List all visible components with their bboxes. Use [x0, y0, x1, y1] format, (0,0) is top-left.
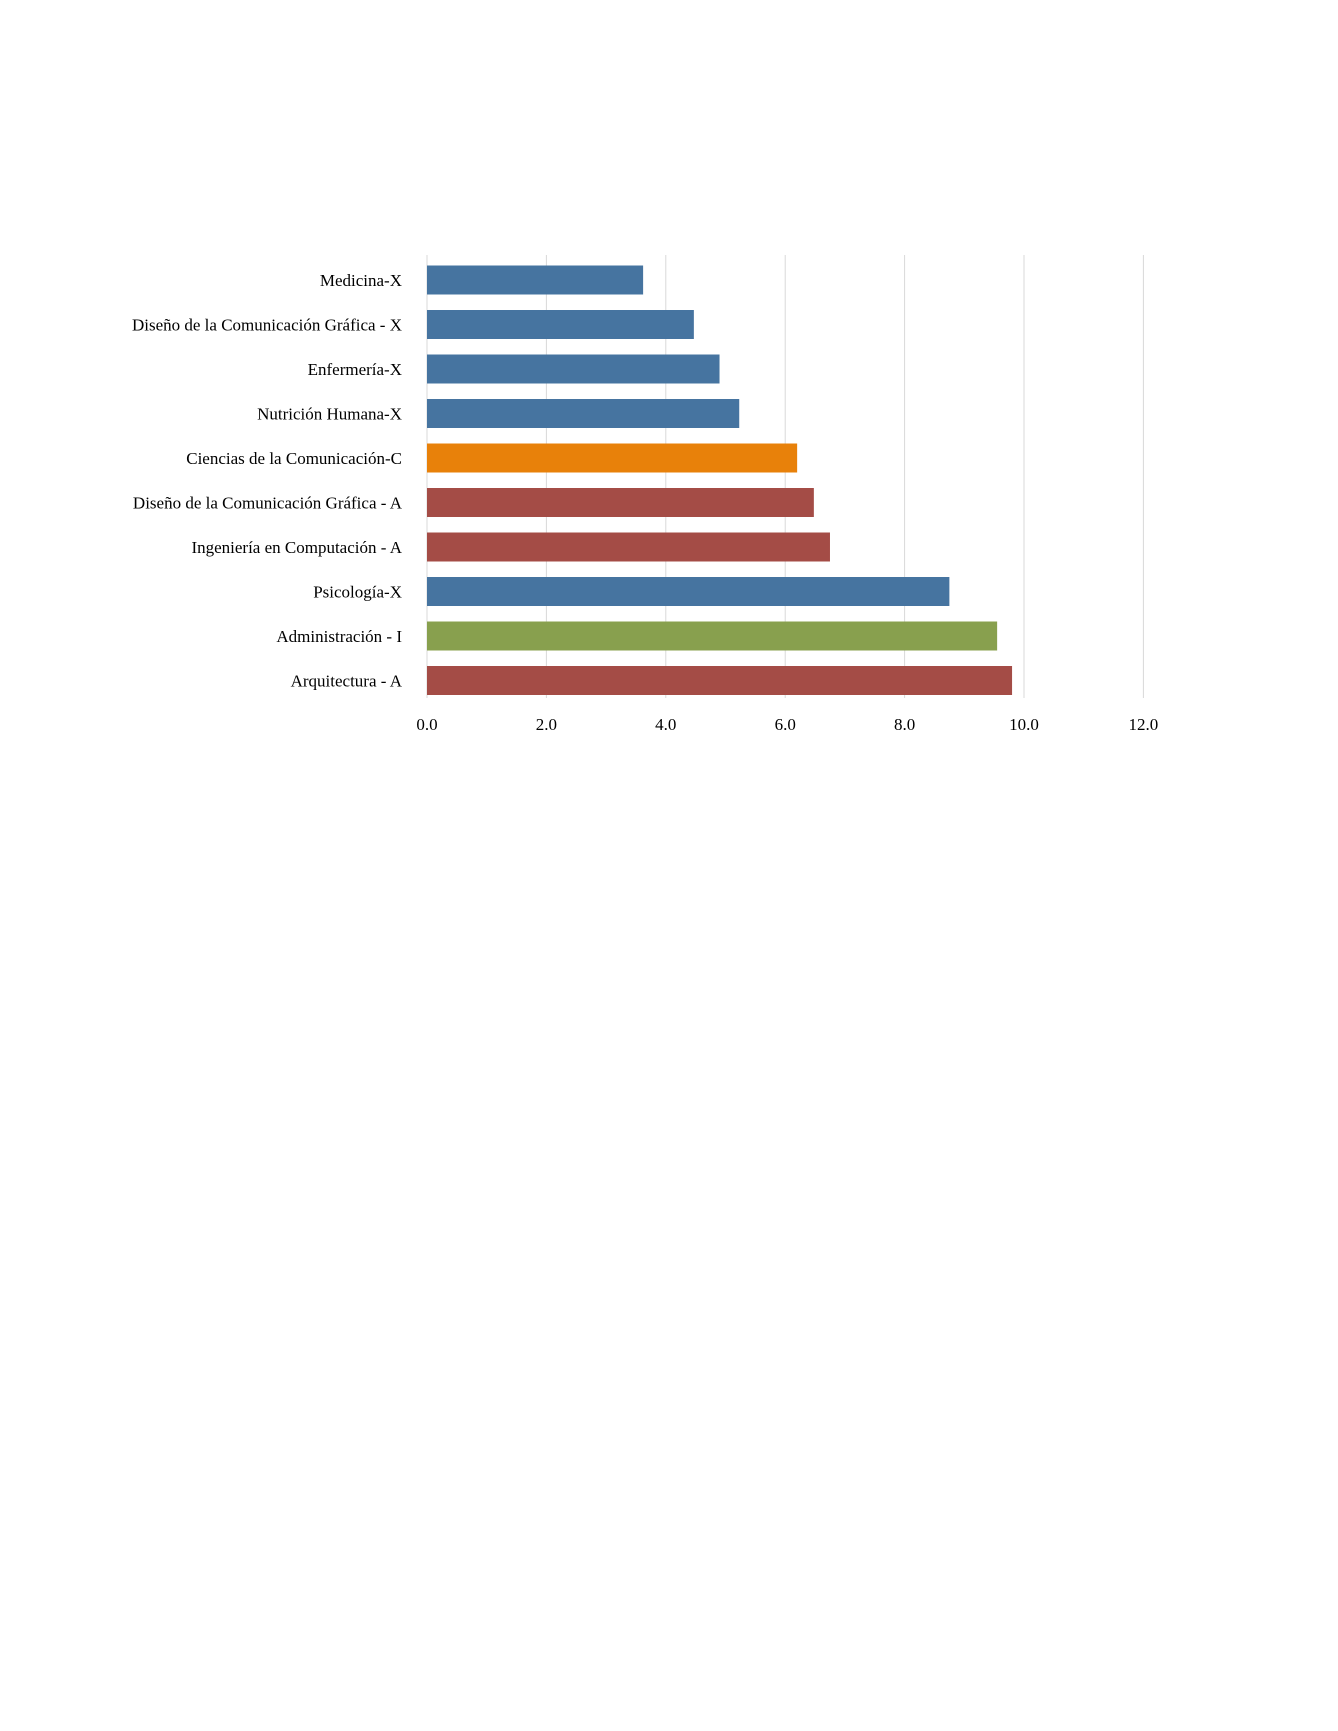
x-tick-label: 8.0 — [894, 715, 915, 734]
x-tick-label: 2.0 — [536, 715, 557, 734]
bar-5 — [427, 488, 814, 517]
bar-0 — [427, 265, 644, 295]
category-label: Ciencias de la Comunicación-C — [186, 449, 402, 468]
x-tick-label: 4.0 — [655, 715, 676, 734]
bar-1 — [427, 310, 694, 339]
bar-3 — [427, 399, 740, 428]
bar-6 — [427, 532, 830, 562]
category-label: Ingeniería en Computación - A — [191, 538, 402, 557]
x-tick-label: 6.0 — [775, 715, 796, 734]
category-label: Diseño de la Comunicación Gráfica - X — [132, 316, 402, 335]
x-tick-label: 0.0 — [416, 715, 437, 734]
category-label: Psicología-X — [313, 583, 402, 602]
bars — [427, 265, 1013, 695]
x-tick-label: 12.0 — [1129, 715, 1159, 734]
x-tick-label: 10.0 — [1009, 715, 1039, 734]
category-label: Diseño de la Comunicación Gráfica - A — [133, 494, 403, 513]
bar-4 — [427, 443, 798, 473]
bar-2 — [427, 354, 720, 384]
category-label: Administración - I — [276, 627, 402, 646]
category-labels: Medicina-X Diseño de la Comunicación Gráf… — [132, 271, 403, 691]
category-label: Enfermería-X — [308, 360, 402, 379]
bar-7 — [427, 577, 950, 606]
category-label: Medicina-X — [320, 271, 402, 290]
category-label: Arquitectura - A — [291, 672, 403, 691]
category-label: Nutrición Humana-X — [257, 405, 402, 424]
x-axis-tick-labels: 0.0 2.0 4.0 6.0 8.0 10.0 12.0 — [416, 715, 1158, 734]
bar-9 — [427, 666, 1013, 695]
bar-8 — [427, 621, 998, 651]
